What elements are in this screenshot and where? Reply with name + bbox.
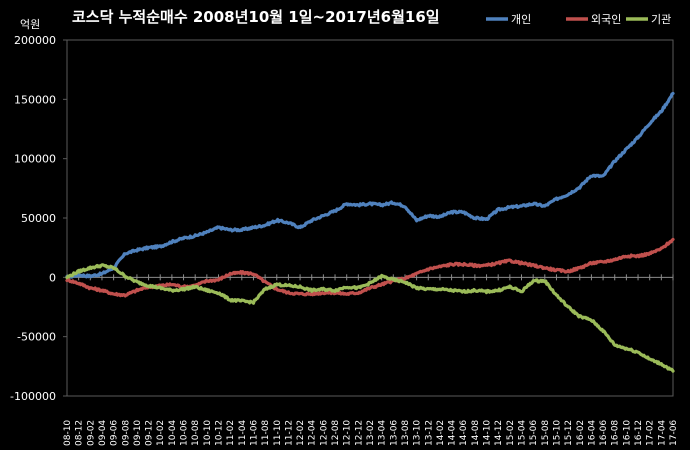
x-tick-label: 13-12 <box>424 420 434 446</box>
series-lines <box>65 91 675 373</box>
unit-label: 억원 <box>20 18 40 31</box>
x-tick-label: 09-04 <box>98 420 108 446</box>
y-tick-label: 200000 <box>14 34 56 47</box>
x-tick-label: 11-12 <box>284 420 294 446</box>
x-tick-label: 16-06 <box>599 420 609 446</box>
x-tick-label: 09-06 <box>110 420 120 446</box>
x-tick-label: 13-10 <box>413 420 423 446</box>
x-tick-label: 11-08 <box>261 420 271 446</box>
x-tick-label: 10-12 <box>215 420 225 446</box>
x-tick-label: 09-02 <box>86 420 96 446</box>
x-tick-label: 15-02 <box>506 420 516 446</box>
x-tick-label: 11-04 <box>238 420 248 446</box>
x-tick-label: 15-06 <box>529 420 539 446</box>
x-tick-label: 10-10 <box>203 420 213 446</box>
y-tick-label: 50000 <box>21 212 56 225</box>
series-line-3 <box>65 263 675 373</box>
x-tick-label: 09-10 <box>133 420 143 446</box>
legend: 개인 외국인 기관 <box>486 13 671 26</box>
x-tick-label: 13-06 <box>389 420 399 446</box>
plot-area <box>66 39 674 397</box>
x-tick-label: 12-04 <box>308 420 318 446</box>
x-tick-label: 16-02 <box>576 420 586 446</box>
series-line-2 <box>65 237 675 298</box>
y-tick-label: -100000 <box>10 390 56 403</box>
x-tick-label: 16-10 <box>622 420 632 446</box>
x-tick-label: 16-08 <box>611 420 621 446</box>
x-tick-label: 14-06 <box>459 420 469 446</box>
x-tick-labels: 08-10 08-12 09-02 09-04 09-06 09-08 09-10 09-12… <box>63 420 679 446</box>
y-tick-label: 100000 <box>14 153 56 166</box>
legend-label: 외국인 <box>591 13 621 26</box>
y-axis: 200000 150000 100000 50000 0 -50000 -100000 <box>10 34 67 403</box>
x-tick-label: 08-12 <box>75 420 85 446</box>
y-tick-label: -50000 <box>17 331 56 344</box>
x-tick-label: 15-10 <box>552 420 562 446</box>
x-tick-label: 16-04 <box>587 420 597 446</box>
x-tick-label: 10-06 <box>180 420 190 446</box>
x-tick-label: 15-12 <box>564 420 574 446</box>
x-tick-label: 13-08 <box>401 420 411 446</box>
x-tick-label: 10-04 <box>168 420 178 446</box>
x-tick-label: 12-12 <box>354 420 364 446</box>
x-tick-label: 12-02 <box>296 420 306 446</box>
x-tick-label: 17-02 <box>646 420 656 446</box>
x-tick-label: 13-04 <box>378 420 388 446</box>
x-tick-label: 14-04 <box>448 420 458 446</box>
x-tick-label: 14-08 <box>471 420 481 446</box>
x-tick-label: 13-02 <box>366 420 376 446</box>
x-tick-label: 15-08 <box>541 420 551 446</box>
y-tick-label: 0 <box>49 271 56 284</box>
x-tick-label: 12-08 <box>331 420 341 446</box>
legend-label: 개인 <box>511 13 531 26</box>
x-tick-label: 11-10 <box>273 420 283 446</box>
x-tick-label: 11-06 <box>249 420 259 446</box>
x-tick-label: 12-10 <box>343 420 353 446</box>
x-tick-label: 16-12 <box>634 420 644 446</box>
x-tick-label: 14-02 <box>436 420 446 446</box>
y-tick-label: 150000 <box>14 93 56 106</box>
x-tick-label: 14-12 <box>494 420 504 446</box>
x-tick-label: 10-08 <box>191 420 201 446</box>
x-tick-label: 17-04 <box>657 420 667 446</box>
x-tick-label: 09-12 <box>145 420 155 446</box>
x-tick-label: 10-02 <box>156 420 166 446</box>
x-tick-label: 08-10 <box>63 420 73 446</box>
x-tick-label: 17-06 <box>669 420 679 446</box>
chart-title: 코스닥 누적순매수 2008년10월 1일~2017년6월16일 <box>72 8 440 26</box>
x-tick-label: 12-06 <box>319 420 329 446</box>
legend-label: 기관 <box>651 13 671 26</box>
x-tick-label: 11-02 <box>226 420 236 446</box>
x-tick-label: 15-04 <box>518 420 528 446</box>
x-tick-label: 09-08 <box>121 420 131 446</box>
x-tick-label: 14-10 <box>483 420 493 446</box>
series-line-1 <box>65 91 675 280</box>
